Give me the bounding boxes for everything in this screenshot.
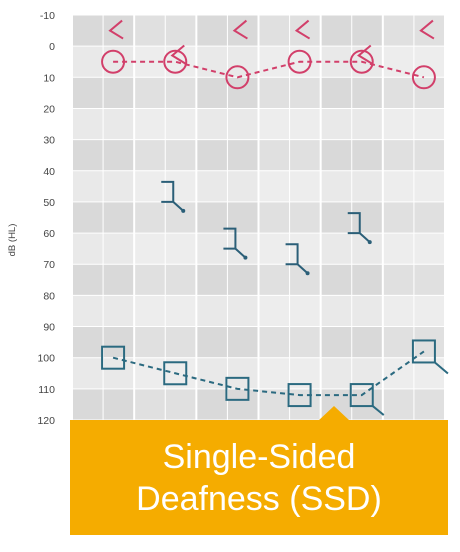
data-point-arrow bbox=[419, 19, 435, 40]
y-tick-label: 10 bbox=[43, 72, 55, 84]
data-point-arrow bbox=[357, 44, 373, 65]
data-point-arrow bbox=[108, 19, 124, 40]
bracket-stroke bbox=[347, 212, 371, 243]
arrow-stroke bbox=[170, 44, 186, 65]
arrow-stroke bbox=[108, 19, 124, 40]
bracket-tip bbox=[367, 240, 372, 245]
bracket-tip bbox=[181, 208, 186, 213]
y-tick-label: 30 bbox=[43, 135, 55, 147]
data-point-arrow bbox=[294, 19, 311, 40]
y-axis-label: dB (HL) bbox=[7, 224, 18, 257]
square-leader bbox=[372, 405, 385, 416]
bracket-stroke bbox=[285, 243, 309, 274]
data-point-circle bbox=[287, 49, 312, 74]
square-leader bbox=[434, 361, 449, 375]
ssd-callout-box: Single-Sided Deafness (SSD) bbox=[70, 420, 448, 535]
data-point-circle bbox=[163, 49, 188, 74]
y-tick-label: 100 bbox=[37, 353, 55, 365]
data-point-bracket bbox=[347, 212, 372, 245]
bracket-tip bbox=[243, 255, 248, 260]
y-tick-label: 40 bbox=[43, 166, 55, 178]
y-tick-label: 120 bbox=[37, 415, 55, 427]
arrow-stroke bbox=[419, 19, 435, 40]
data-point-square bbox=[101, 345, 126, 370]
data-point-circle bbox=[101, 49, 126, 74]
data-point-square bbox=[349, 383, 374, 408]
y-tick-label: 50 bbox=[43, 197, 55, 209]
data-point-circle bbox=[349, 49, 374, 74]
data-point-bracket bbox=[223, 227, 248, 260]
bracket-tip bbox=[305, 271, 310, 276]
data-point-bracket bbox=[161, 180, 186, 213]
bracket-stroke bbox=[223, 227, 247, 259]
arrow-stroke bbox=[294, 19, 311, 40]
data-point-square bbox=[163, 361, 188, 386]
data-point-arrow bbox=[170, 44, 186, 65]
arrow-stroke bbox=[232, 19, 248, 40]
y-tick-label: 80 bbox=[43, 290, 55, 302]
data-point-square bbox=[411, 339, 436, 364]
y-tick-labels: -10 0 10 20 30 40 50 60 70 80 90 100 110 120 bbox=[37, 10, 55, 427]
callout-line-1: Single-Sided bbox=[162, 437, 356, 476]
y-tick-label: 60 bbox=[43, 228, 55, 240]
y-tick-label: -10 bbox=[40, 10, 55, 22]
data-point-bracket bbox=[285, 243, 310, 276]
y-tick-label: 70 bbox=[43, 259, 55, 271]
y-tick-label: 110 bbox=[38, 384, 55, 396]
series-markers bbox=[101, 19, 449, 416]
data-point-circle bbox=[411, 65, 436, 90]
y-tick-label: 0 bbox=[49, 41, 55, 53]
y-tick-label: 90 bbox=[43, 322, 55, 334]
data-point-square bbox=[287, 383, 312, 408]
data-point-square bbox=[225, 376, 250, 401]
arrow-stroke bbox=[357, 44, 373, 65]
y-tick-label: 20 bbox=[43, 103, 55, 115]
data-point-circle bbox=[225, 65, 250, 90]
callout-line-2: Deafness (SSD) bbox=[136, 479, 382, 518]
callout-pointer bbox=[318, 406, 350, 421]
bracket-stroke bbox=[161, 180, 184, 212]
data-point-arrow bbox=[232, 19, 248, 40]
